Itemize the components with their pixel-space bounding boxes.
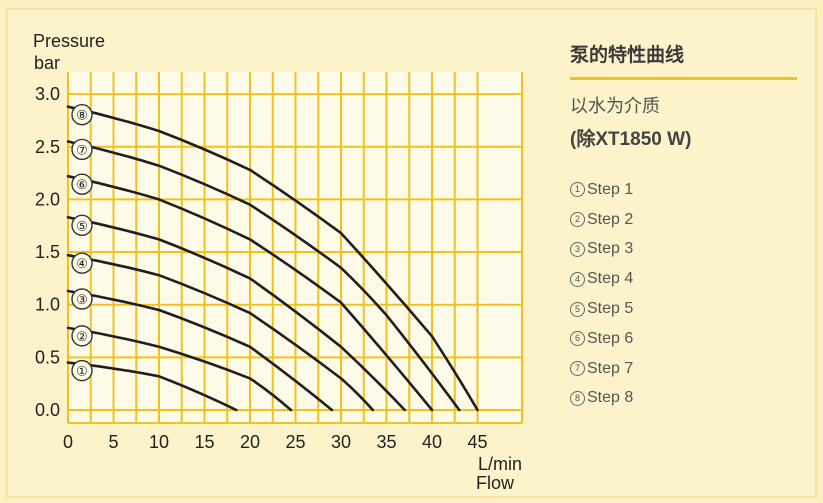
legend-number-circle: 3	[570, 241, 585, 257]
legend-item: 6 Step 6	[570, 324, 810, 354]
legend-label: Step 4	[587, 270, 634, 288]
pump-curve	[66, 326, 293, 412]
x-tick-label: 25	[285, 432, 305, 452]
panel-title: 泵的特性曲线	[570, 44, 685, 66]
legend-item: 4 Step 4	[570, 264, 810, 294]
pump-curve	[66, 174, 434, 412]
x-tick-label: 20	[240, 432, 260, 452]
curve-label: ⑦	[76, 142, 88, 157]
y-tick-label: 1.0	[35, 295, 60, 315]
curve-label: ④	[76, 256, 88, 271]
x-tick-label: 35	[376, 432, 396, 452]
legend-label: Step 1	[587, 180, 634, 198]
legend-number-circle: 1	[570, 182, 585, 198]
y-axis-unit: bar	[34, 53, 60, 73]
curve-label-circle	[71, 288, 93, 310]
legend-number-circle: 8	[570, 390, 585, 406]
y-axis-title: Pressure	[33, 31, 105, 51]
pump-curve	[66, 361, 238, 412]
pump-curve	[66, 216, 406, 412]
pump-curve	[66, 105, 479, 412]
info-panel: 泵的特性曲线 以水为介质 (除XT1850 W) 1 Step 1 2 Step 2…	[570, 40, 810, 413]
curve-label-circle	[71, 252, 93, 274]
pump-curve	[66, 253, 375, 412]
x-axis-title: Flow	[476, 473, 515, 493]
y-tick-label: 2.5	[35, 137, 60, 157]
pump-curve	[66, 289, 334, 412]
curve-label-circle	[71, 359, 93, 382]
y-tick-label: 1.5	[35, 242, 60, 262]
legend-label: Step 7	[587, 359, 634, 377]
curve-label-circle	[71, 214, 93, 237]
pump-curve	[66, 140, 461, 412]
y-tick-label: 3.0	[35, 84, 60, 104]
y-tick-label: 0.0	[35, 400, 60, 420]
legend-number-circle: 4	[570, 271, 585, 287]
pump-characteristic-chart: ① ② ③ ④ ⑤ ⑥ ⑦ ⑧ 0 5 10 15 20 25 30 35 40 45 0.0 0.5 1.0 1.5 2…	[33, 31, 523, 493]
legend-label: Step 5	[587, 300, 634, 318]
curve-label: ②	[76, 329, 88, 344]
legend-number-circle: 7	[570, 361, 585, 377]
curve-label: ③	[76, 292, 88, 307]
legend-item: 2 Step 2	[570, 205, 810, 235]
curve-label-circle	[71, 173, 93, 195]
curve-label: ⑥	[76, 177, 88, 192]
curve-label-circle	[71, 325, 93, 347]
curve-label: ①	[76, 364, 88, 379]
legend-item: 7 Step 7	[570, 354, 810, 384]
x-axis-unit: L/min	[478, 454, 522, 474]
legend-item: 3 Step 3	[570, 235, 810, 265]
legend-label: Step 6	[587, 329, 634, 347]
legend-label: Step 2	[587, 210, 634, 228]
curve-label-circle	[71, 104, 93, 126]
legend-number-circle: 6	[570, 331, 585, 347]
x-tick-label: 5	[108, 432, 118, 452]
x-tick-label: 0	[63, 432, 73, 452]
legend-number-circle: 5	[570, 301, 585, 317]
x-tick-label: 30	[331, 432, 351, 452]
legend-item: 8 Step 8	[570, 384, 810, 414]
x-tick-label: 15	[194, 432, 214, 452]
curve-label: ⑧	[76, 108, 88, 123]
legend-label: Step 8	[587, 389, 634, 407]
model-exception-note: (除XT1850 W)	[570, 129, 692, 150]
curve-label: ⑤	[76, 218, 88, 233]
legend-item: 1 Step 1	[570, 175, 810, 205]
x-tick-label: 40	[422, 432, 442, 452]
y-tick-label: 2.0	[35, 189, 60, 209]
legend-number-circle: 2	[570, 212, 585, 228]
curve-label-circle	[71, 138, 93, 161]
x-tick-label: 45	[467, 432, 487, 452]
title-underline	[570, 77, 797, 80]
legend-item: 5 Step 5	[570, 294, 810, 324]
x-tick-label: 10	[149, 432, 169, 452]
legend-label: Step 3	[587, 240, 634, 258]
y-tick-label: 0.5	[35, 347, 60, 367]
medium-note: 以水为介质	[570, 96, 660, 117]
step-legend: 1 Step 1 2 Step 2 3 Step 3 4 Step 4 5 Step 5 …	[570, 175, 810, 413]
